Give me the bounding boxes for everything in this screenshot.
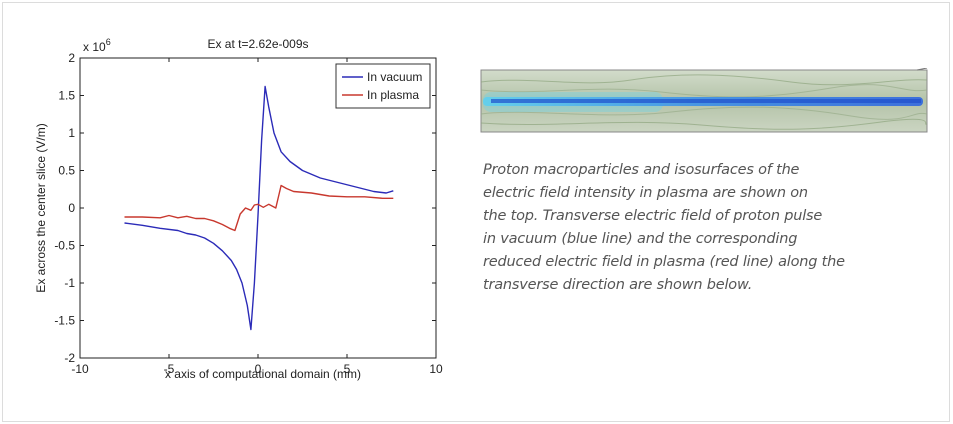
isosurface-contour-upper (480, 84, 928, 98)
x-tick-label: 5 (344, 362, 351, 376)
y-tick-label: -1.5 (54, 314, 75, 328)
isosurface-contour-top (480, 74, 928, 86)
y-tick-label: -2 (64, 351, 75, 365)
caption-line: electric field intensity in plasma are s… (483, 185, 808, 201)
series-line-vacuum (124, 85, 394, 331)
y-multiplier-label: x 106 (83, 37, 111, 54)
isosurface-contour-lower (480, 106, 928, 120)
y-tick-label: -0.5 (54, 239, 75, 253)
series-line-plasma (124, 184, 394, 232)
y-tick-label: 1 (68, 126, 75, 140)
legend-box (335, 63, 431, 109)
caption-line: the top. Transverse electric field of pr… (483, 208, 823, 224)
y-tick-label: 0.5 (58, 164, 75, 178)
series-lines (124, 85, 394, 331)
y-tick-label: 2 (68, 51, 75, 65)
line-chart-figure: Ex at t=2.62e-009s x 106 x axis of compu… (33, 3, 469, 383)
caption-line: reduced electric field in plasma (red li… (483, 254, 845, 270)
box-edge (916, 67, 928, 71)
caption-line: transverse direction are shown below. (483, 277, 753, 293)
figure-caption: Proton macroparticles and isosurfaces of… (483, 159, 923, 297)
x-tick-label: 0 (255, 362, 262, 376)
legend-label-vacuum: In vacuum (367, 70, 422, 84)
x-tick-label: -10 (71, 362, 89, 376)
caption-line: Proton macroparticles and isosurfaces of… (483, 162, 800, 178)
chart-legend: In vacuum In plasma (335, 63, 431, 109)
simulation-render-svg (480, 67, 928, 133)
isosurface-contour-bottom (480, 118, 928, 130)
legend-label-plasma: In plasma (367, 88, 419, 102)
x-tick-label: -5 (164, 362, 175, 376)
axis-ticks: -10 -5 0 5 10 -2 -1.5 -1 -0.5 0 0.5 1 1.5 2 (54, 51, 443, 376)
y-tick-label: 1.5 (58, 89, 75, 103)
y-axis-label: Ex across the center slice (V/m) (34, 123, 48, 292)
y-tick-label: -1 (64, 276, 75, 290)
chart-svg: Ex at t=2.62e-009s x 106 x axis of compu… (33, 33, 469, 383)
proton-beam-core (491, 99, 921, 103)
x-axis-label: x axis of computational domain (mm) (165, 367, 361, 381)
y-tick-label: 0 (68, 201, 75, 215)
simulation-render-image (471, 67, 937, 136)
x-tick-label: 10 (429, 362, 443, 376)
caption-line: in vacuum (blue line) and the correspond… (483, 231, 798, 247)
chart-title: Ex at t=2.62e-009s (207, 37, 308, 51)
